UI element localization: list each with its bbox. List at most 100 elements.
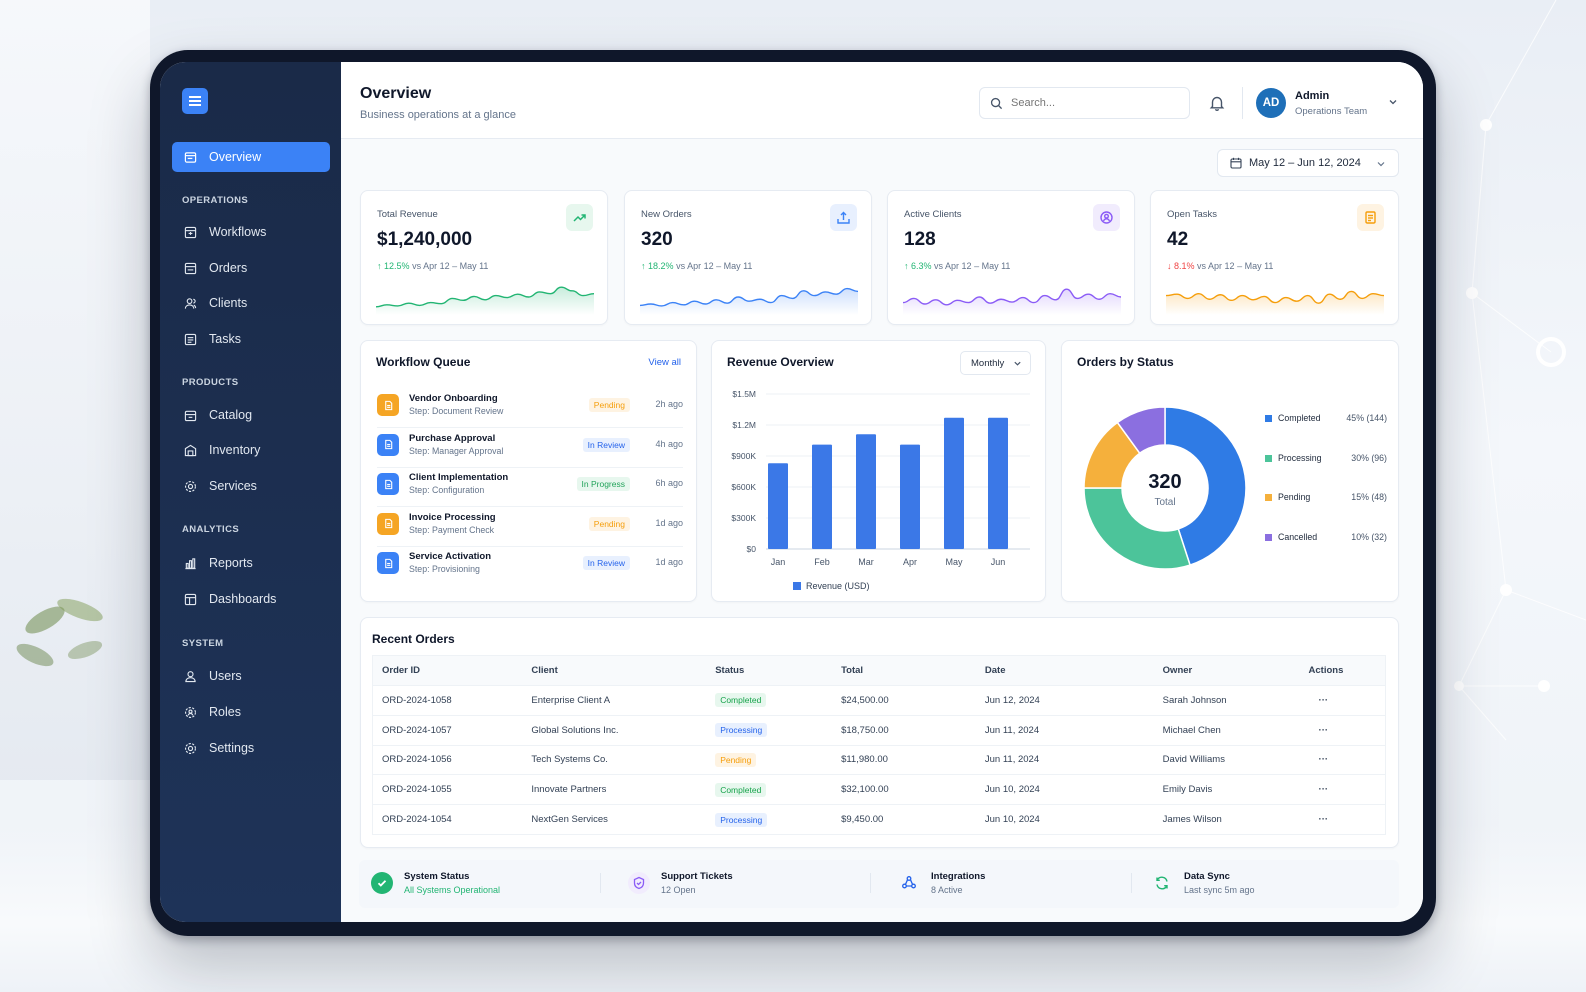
more-actions-icon[interactable]: ··· (1318, 724, 1329, 736)
bar[interactable] (900, 444, 920, 549)
total-cell: $9,450.00 (832, 804, 976, 835)
kpi-delta-value: 18.2% (648, 261, 674, 271)
sparkline (903, 288, 1121, 315)
column-header[interactable]: Order ID (372, 655, 523, 686)
column-header[interactable]: Date (975, 655, 1154, 686)
bar[interactable] (812, 444, 832, 549)
donut-center-value: 320 (1148, 471, 1182, 493)
sidebar-item-clients[interactable]: Clients (172, 288, 330, 318)
table-row[interactable]: ORD-2024-1057 Global Solutions Inc. Proces… (372, 715, 1386, 746)
legend-item: Pending 15% (48) (1265, 492, 1387, 502)
period-select[interactable]: Monthly (960, 351, 1031, 375)
bell-icon[interactable] (1208, 94, 1226, 112)
legend-label: Pending (1278, 492, 1311, 502)
chevron-down-icon (1014, 361, 1021, 366)
actions-cell[interactable]: ··· (1299, 774, 1386, 806)
column-header[interactable]: Client (522, 655, 707, 686)
workflow-item[interactable]: Purchase Approval Step: Manager Approval I… (377, 428, 683, 468)
column-header[interactable]: Status (706, 655, 833, 686)
status-cell: Pending (706, 745, 833, 776)
main-content: Overview Business operations at a glance… (341, 62, 1423, 922)
table-body: ORD-2024-1058 Enterprise Client A Complete… (372, 685, 1386, 835)
owner-cell: David Williams (1153, 745, 1300, 776)
view-all-link[interactable]: View all (648, 357, 681, 368)
status-badge: Processing (715, 723, 768, 738)
sidebar-item-roles[interactable]: Roles (172, 697, 330, 727)
legend-value: 30% (96) (1351, 452, 1387, 463)
sidebar-item-services[interactable]: Services (172, 471, 330, 501)
bar[interactable] (768, 463, 788, 549)
more-actions-icon[interactable]: ··· (1318, 784, 1329, 796)
sidebar-item-tasks[interactable]: Tasks (172, 324, 330, 354)
actions-cell[interactable]: ··· (1299, 745, 1386, 776)
more-actions-icon[interactable]: ··· (1318, 694, 1329, 706)
kpi-delta: ↑ 18.2% vs Apr 12 – May 11 (641, 261, 752, 271)
calendar-icon (1230, 157, 1242, 169)
status-cell: Processing (706, 804, 833, 835)
status-badge: Pending (588, 398, 630, 412)
bar[interactable] (856, 434, 876, 549)
kpi-period: vs Apr 12 – May 11 (934, 261, 1011, 271)
menu-toggle-button[interactable] (182, 88, 208, 114)
workflow-item[interactable]: Service Activation Step: Provisioning In R… (377, 546, 683, 586)
sidebar-item-catalog[interactable]: Catalog (172, 400, 330, 430)
sidebar-section-analytics: ANALYTICS (182, 524, 240, 535)
table-row[interactable]: ORD-2024-1056 Tech Systems Co. Pending $11,… (372, 745, 1386, 776)
kpi-card-new-orders[interactable]: New Orders 320 ↑ 18.2% vs Apr 12 – May 1… (624, 190, 872, 325)
sync-icon (1151, 872, 1173, 894)
sidebar-item-reports[interactable]: Reports (172, 548, 330, 578)
more-actions-icon[interactable]: ··· (1318, 814, 1329, 826)
workflow-step: Step: Manager Approval (409, 445, 504, 456)
workflow-item[interactable]: Vendor Onboarding Step: Document Review Pe… (377, 388, 683, 428)
kpi-period: vs Apr 12 – May 11 (1197, 261, 1274, 271)
actions-cell[interactable]: ··· (1299, 685, 1386, 716)
sidebar-item-inventory[interactable]: Inventory (172, 435, 330, 465)
gear-icon (183, 479, 197, 493)
avatar[interactable]: AD (1256, 88, 1286, 118)
table-row[interactable]: ORD-2024-1054 NextGen Services Processing $… (372, 804, 1386, 835)
user-name[interactable]: Admin (1295, 90, 1330, 102)
more-actions-icon[interactable]: ··· (1318, 754, 1329, 766)
column-header[interactable]: Total (832, 655, 976, 686)
sidebar-item-users[interactable]: Users (172, 661, 330, 691)
workflow-name: Vendor Onboarding (409, 393, 498, 404)
column-header[interactable]: Owner (1153, 655, 1300, 686)
bar[interactable] (988, 417, 1008, 549)
donut-slice[interactable] (1116, 406, 1166, 455)
sidebar-item-dashboards[interactable]: Dashboards (172, 584, 330, 614)
column-header[interactable]: Actions (1299, 655, 1386, 686)
workflow-item[interactable]: Client Implementation Step: Configuration… (377, 467, 683, 508)
table-row[interactable]: ORD-2024-1055 Innovate Partners Completed $… (372, 774, 1386, 806)
date-cell: Jun 11, 2024 (975, 715, 1154, 746)
sidebar-item-settings[interactable]: Settings (172, 733, 330, 763)
sidebar-item-orders[interactable]: Orders (172, 253, 330, 283)
sidebar-item-workflows[interactable]: Workflows (172, 217, 330, 247)
sidebar-item-label: Services (209, 479, 257, 493)
bar[interactable] (944, 417, 964, 549)
chevron-down-icon[interactable] (1388, 97, 1398, 107)
sidebar-item-label: Workflows (209, 225, 267, 239)
kpi-card-total-revenue[interactable]: Total Revenue $1,240,000 ↑ 12.5% vs Apr … (360, 190, 608, 325)
bar-chart-icon (183, 556, 197, 570)
x-tick-label: Jan (771, 557, 786, 567)
actions-cell[interactable]: ··· (1299, 715, 1386, 746)
actions-cell[interactable]: ··· (1299, 804, 1386, 835)
workflow-name: Invoice Processing (409, 511, 496, 523)
task-list-icon (1357, 204, 1384, 231)
donut-slice[interactable] (1164, 406, 1247, 566)
workflow-name: Service Activation (409, 551, 492, 563)
kpi-card-open-tasks[interactable]: Open Tasks 42 ↓ 8.1% vs Apr 12 – May 11 (1150, 190, 1399, 325)
client-cell: Enterprise Client A (522, 685, 707, 716)
date-range-picker[interactable]: May 12 – Jun 12, 2024 (1217, 149, 1399, 177)
search-box[interactable] (979, 87, 1190, 119)
search-input[interactable] (1011, 97, 1171, 109)
sidebar-item-overview[interactable]: Overview (172, 142, 330, 172)
status-title: Data Sync (1184, 871, 1230, 882)
workflow-step: Step: Document Review (409, 406, 504, 416)
kpi-value: 320 (641, 229, 673, 250)
donut-slice[interactable] (1083, 487, 1191, 570)
table-row[interactable]: ORD-2024-1058 Enterprise Client A Complete… (372, 685, 1386, 716)
workflow-item[interactable]: Invoice Processing Step: Payment Check Pen… (377, 507, 683, 547)
app-screen: Overview OPERATIONS Workflows Orders Cli… (160, 62, 1423, 922)
kpi-card-active-clients[interactable]: Active Clients 128 ↑ 6.3% vs Apr 12 – Ma… (887, 190, 1135, 325)
